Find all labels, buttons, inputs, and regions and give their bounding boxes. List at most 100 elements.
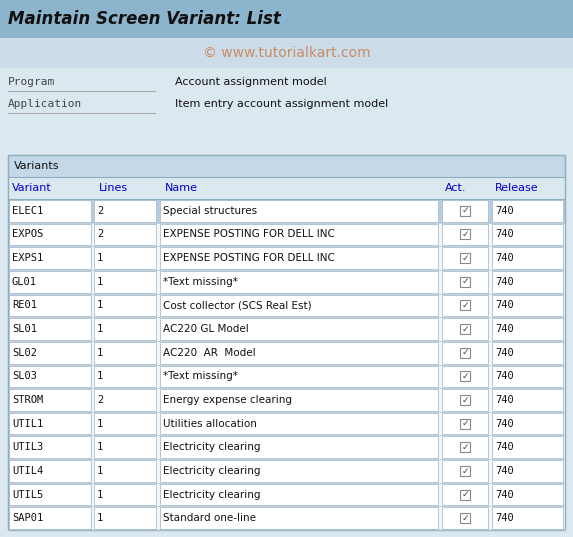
Bar <box>460 324 470 334</box>
Text: SAP01: SAP01 <box>12 513 43 523</box>
Text: 1: 1 <box>97 490 103 499</box>
Text: *Text missing*: *Text missing* <box>163 277 238 287</box>
Text: ✓: ✓ <box>461 419 469 428</box>
Bar <box>94 342 156 364</box>
Bar <box>9 389 91 411</box>
Text: 740: 740 <box>495 300 514 310</box>
Text: 1: 1 <box>97 466 103 476</box>
Bar <box>442 295 488 316</box>
Text: 740: 740 <box>495 371 514 381</box>
Text: Energy expense clearing: Energy expense clearing <box>163 395 292 405</box>
Text: ✓: ✓ <box>461 277 469 286</box>
Text: 740: 740 <box>495 277 514 287</box>
Bar <box>460 347 470 358</box>
Bar <box>9 247 91 269</box>
Bar <box>8 412 565 436</box>
Bar <box>442 223 488 245</box>
Text: 2: 2 <box>97 395 103 405</box>
Text: ✓: ✓ <box>461 395 469 404</box>
Text: Act.: Act. <box>445 183 466 193</box>
Bar <box>8 155 565 530</box>
Text: ✓: ✓ <box>461 372 469 381</box>
Bar <box>94 413 156 434</box>
Bar <box>492 247 563 269</box>
Bar <box>492 413 563 434</box>
Bar <box>9 223 91 245</box>
Bar <box>492 318 563 340</box>
Text: 2: 2 <box>97 229 103 240</box>
Bar <box>94 437 156 458</box>
Bar <box>442 366 488 387</box>
Bar <box>492 200 563 222</box>
Bar <box>8 483 565 506</box>
Bar <box>460 490 470 499</box>
Bar <box>8 155 565 177</box>
Bar <box>160 413 438 434</box>
Bar <box>94 318 156 340</box>
Bar <box>442 460 488 482</box>
Text: 2: 2 <box>97 206 103 216</box>
Bar <box>492 295 563 316</box>
Text: Cost collector (SCS Real Est): Cost collector (SCS Real Est) <box>163 300 312 310</box>
Text: ✓: ✓ <box>461 490 469 499</box>
Text: UTIL4: UTIL4 <box>12 466 43 476</box>
Text: © www.tutorialkart.com: © www.tutorialkart.com <box>203 46 370 60</box>
Bar <box>8 341 565 365</box>
Bar <box>0 38 573 68</box>
Bar <box>442 507 488 529</box>
Text: 740: 740 <box>495 395 514 405</box>
Bar <box>460 513 470 523</box>
Bar <box>160 389 438 411</box>
Bar <box>94 271 156 293</box>
Text: GL01: GL01 <box>12 277 37 287</box>
Bar <box>8 199 565 223</box>
Text: 1: 1 <box>97 300 103 310</box>
Text: SL01: SL01 <box>12 324 37 334</box>
Bar <box>492 484 563 505</box>
Text: 740: 740 <box>495 419 514 429</box>
Bar <box>94 389 156 411</box>
Text: RE01: RE01 <box>12 300 37 310</box>
Bar <box>94 200 156 222</box>
Bar <box>94 247 156 269</box>
Bar <box>442 389 488 411</box>
Bar <box>460 277 470 287</box>
Text: EXPENSE POSTING FOR DELL INC: EXPENSE POSTING FOR DELL INC <box>163 229 335 240</box>
Text: Special structures: Special structures <box>163 206 257 216</box>
Text: 740: 740 <box>495 466 514 476</box>
Bar <box>460 419 470 429</box>
Text: SL03: SL03 <box>12 371 37 381</box>
Bar <box>460 395 470 405</box>
Bar <box>442 484 488 505</box>
Bar <box>460 466 470 476</box>
Text: 1: 1 <box>97 277 103 287</box>
Text: AC220 GL Model: AC220 GL Model <box>163 324 249 334</box>
Bar <box>442 437 488 458</box>
Bar <box>160 200 438 222</box>
Bar <box>9 200 91 222</box>
Text: Maintain Screen Variant: List: Maintain Screen Variant: List <box>8 10 281 28</box>
Text: SL02: SL02 <box>12 347 37 358</box>
Bar <box>94 223 156 245</box>
Bar <box>9 413 91 434</box>
Bar <box>94 460 156 482</box>
Bar <box>8 246 565 270</box>
Bar <box>8 317 565 341</box>
Text: Application: Application <box>8 99 83 109</box>
Bar <box>442 200 488 222</box>
Bar <box>492 389 563 411</box>
Bar <box>94 507 156 529</box>
Bar <box>8 270 565 294</box>
Bar <box>460 442 470 452</box>
Bar <box>460 206 470 216</box>
Text: EXPENSE POSTING FOR DELL INC: EXPENSE POSTING FOR DELL INC <box>163 253 335 263</box>
Text: 740: 740 <box>495 253 514 263</box>
Bar <box>160 366 438 387</box>
Bar <box>492 460 563 482</box>
Text: 740: 740 <box>495 206 514 216</box>
Bar <box>8 436 565 459</box>
Text: 1: 1 <box>97 347 103 358</box>
Text: AC220  AR  Model: AC220 AR Model <box>163 347 256 358</box>
Text: *Text missing*: *Text missing* <box>163 371 238 381</box>
Bar <box>8 459 565 483</box>
